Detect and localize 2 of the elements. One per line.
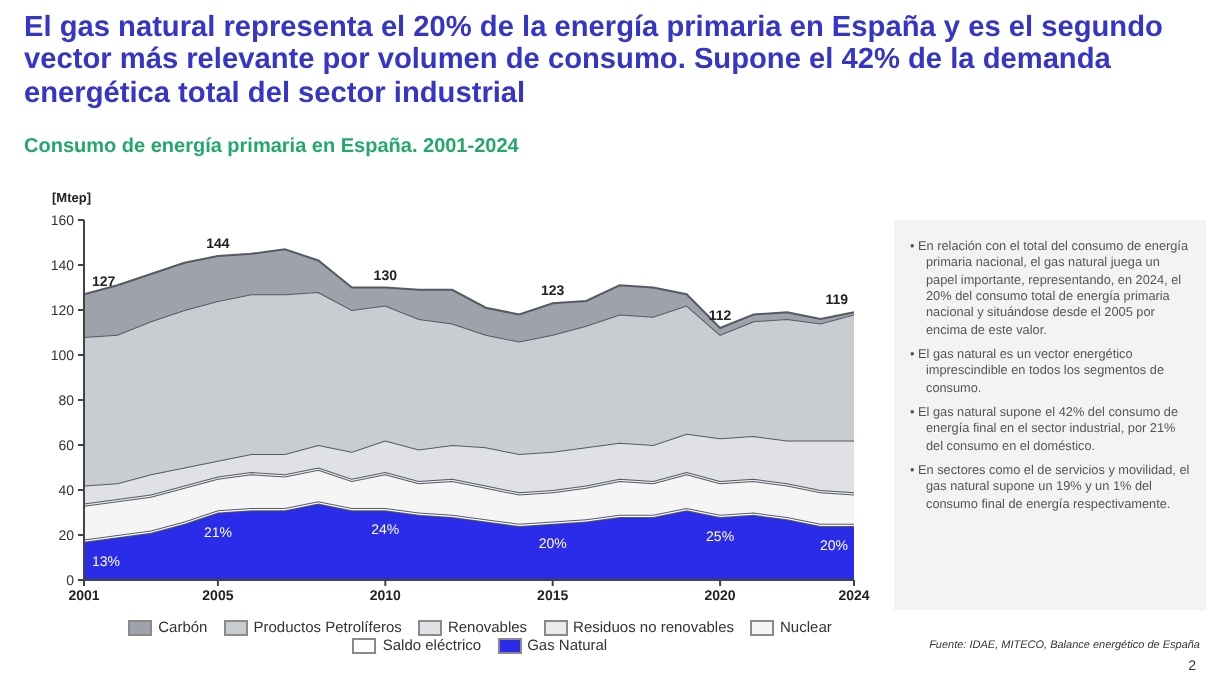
chart-title: El gas natural representa el 20% de la energía primaria en España y es el segundo vector más relevante por volumen de consumo. Supone el 42% de la demanda energética total del sector industrial — [24, 12, 1165, 111]
chart-subtitle: Consumo de energía primaria en España. 2001-2024 — [24, 136, 519, 158]
